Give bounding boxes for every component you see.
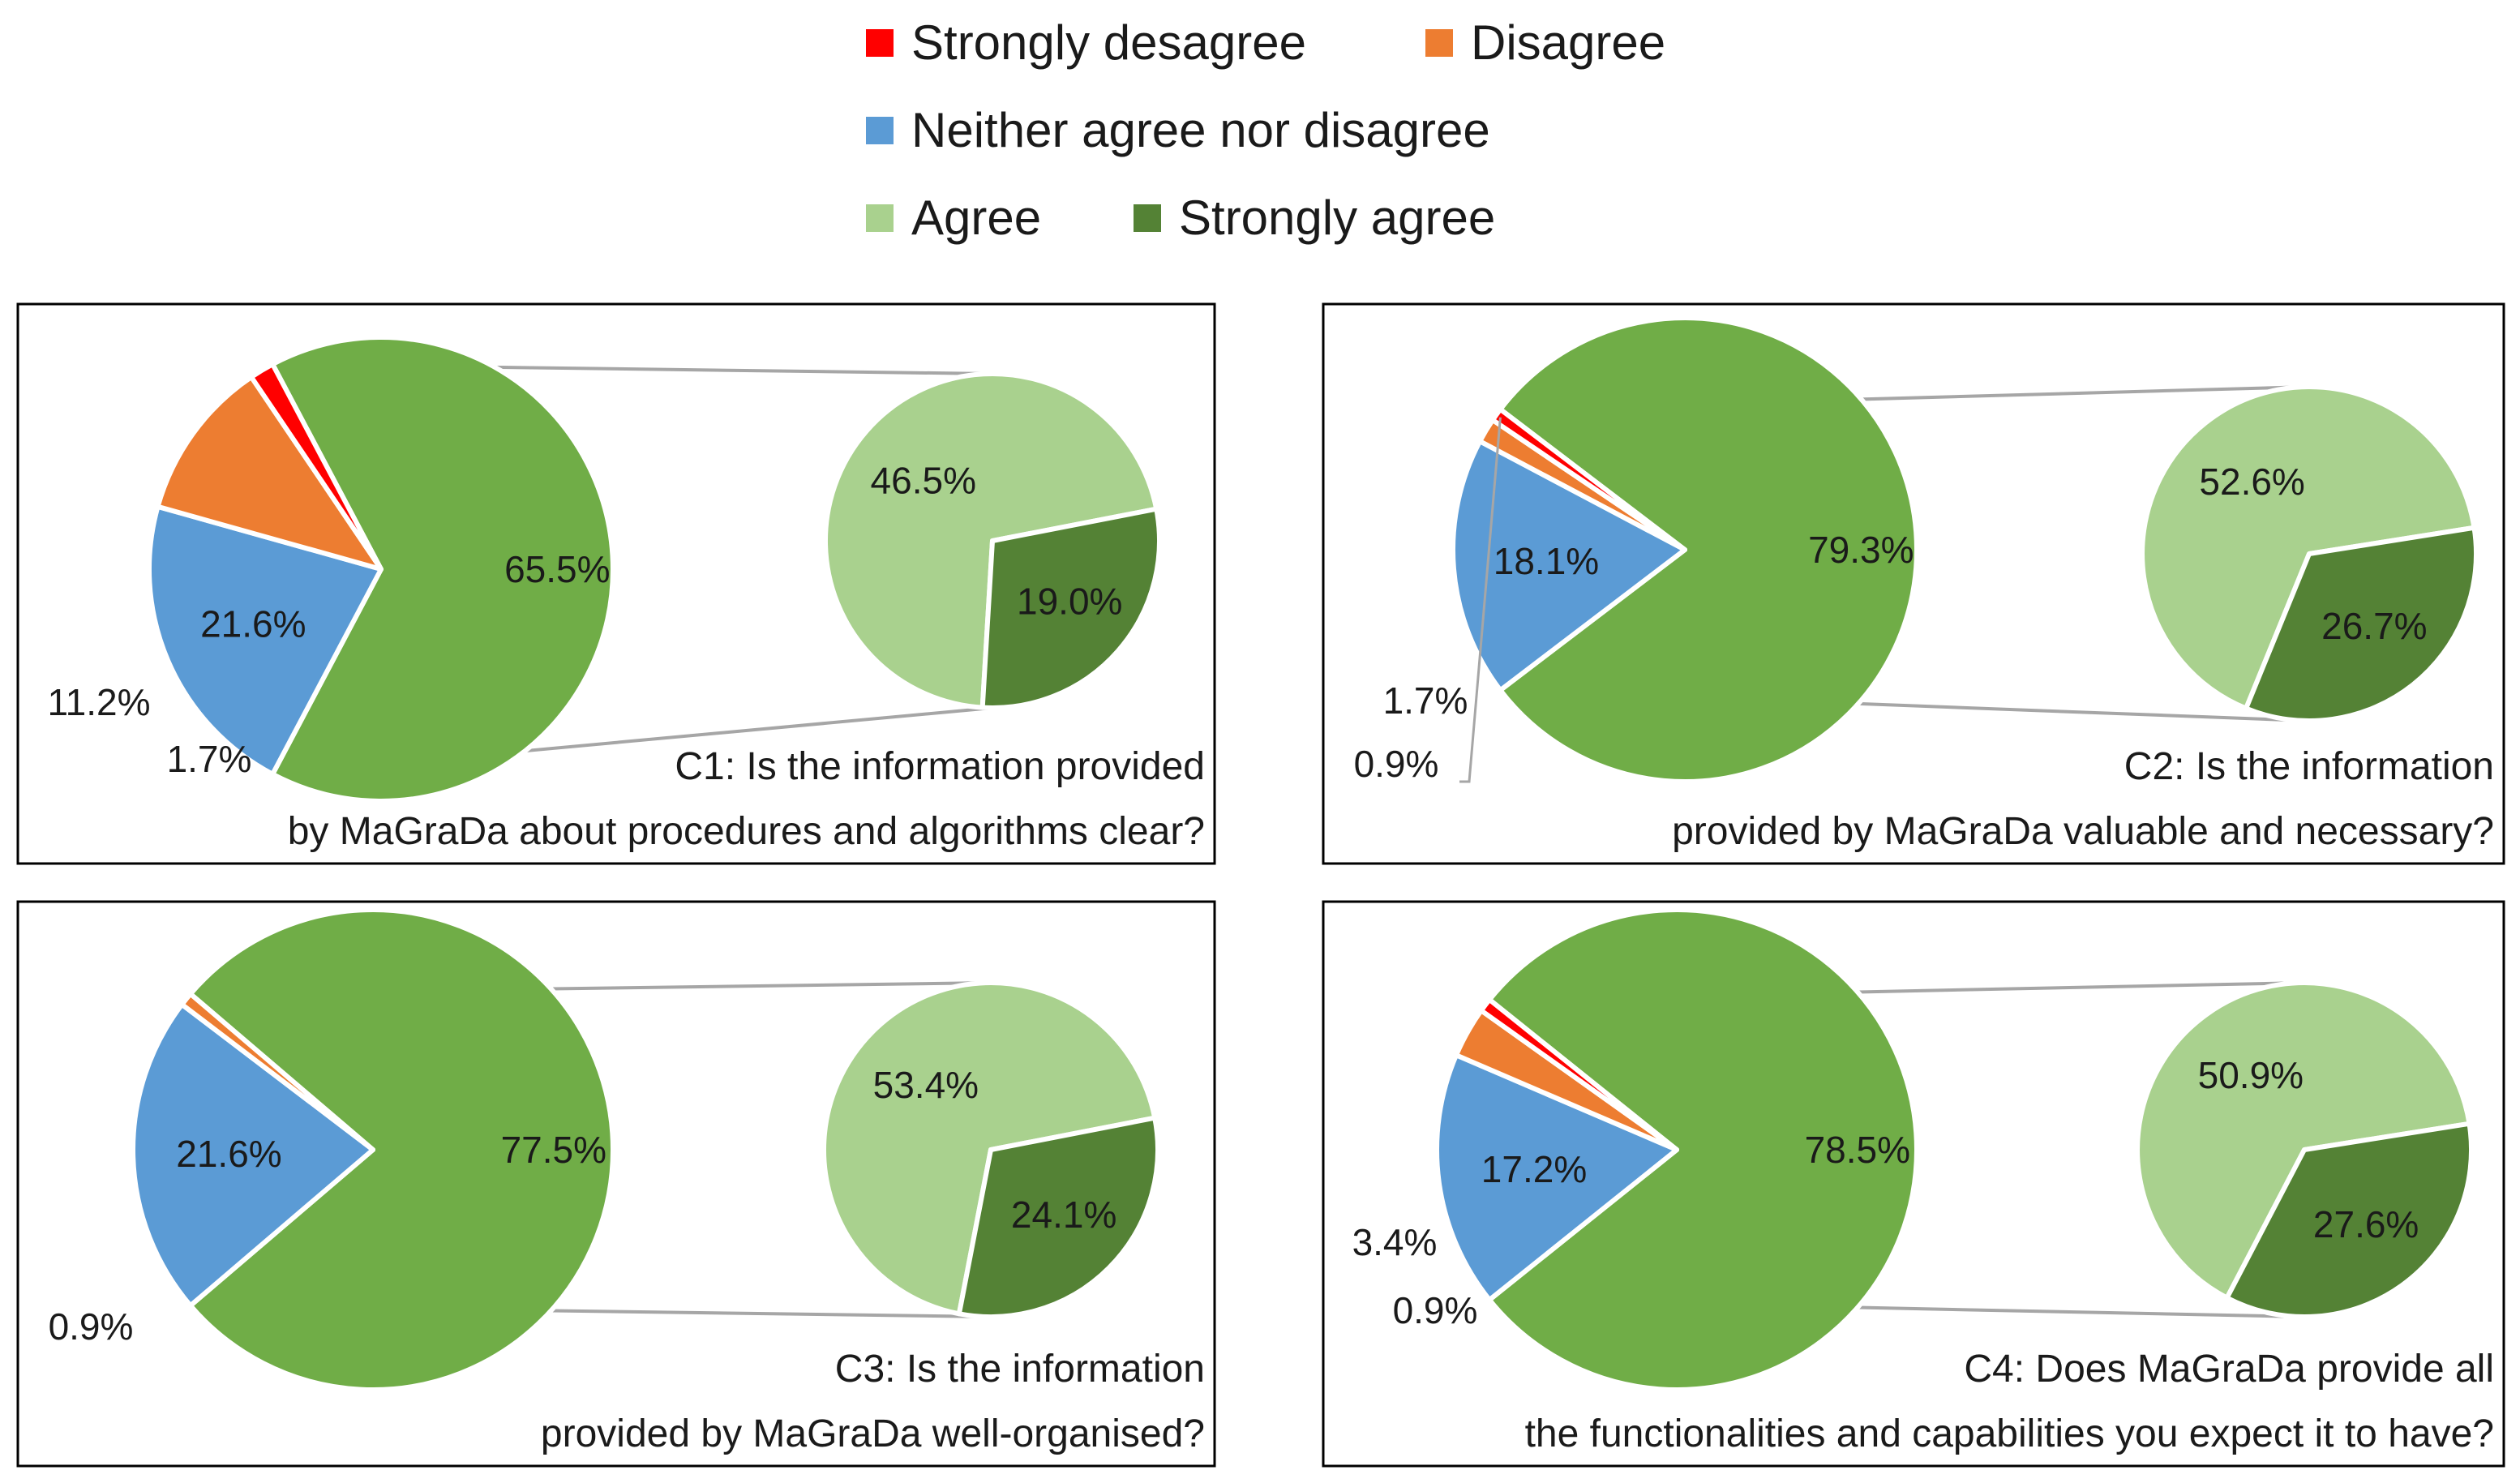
- chart-c1-sec-label-strongly-agree: 19.0%: [1017, 581, 1122, 623]
- chart-c3-slice-agree-total: [187, 907, 615, 1392]
- legend-item-disagree: Disagree: [1425, 15, 1665, 71]
- chart-c2-label-strongly-disagree: 0.9%: [1354, 743, 1439, 785]
- chart-c1-label-agree-total: 65.5%: [504, 548, 610, 590]
- chart-c1-label-strongly-disagree: 1.7%: [167, 738, 252, 780]
- chart-c4-label-neither: 17.2%: [1481, 1148, 1587, 1190]
- legend-swatch-strongly-agree: [1134, 204, 1161, 232]
- chart-c4-title-line-2: the functionalities and capabilities you…: [1525, 1412, 2494, 1455]
- chart-c3-title-line-2: provided by MaGraDa well-organised?: [541, 1412, 1205, 1455]
- chart-c2-title-line-2: provided by MaGraDa valuable and necessa…: [1672, 810, 2494, 853]
- chart-c2-leader-line: [1459, 417, 1502, 783]
- chart-c4-label-agree-total: 78.5%: [1805, 1129, 1910, 1171]
- chart-c1-slice-strongly-disagree: [249, 362, 384, 572]
- chart-c1-frame: [16, 302, 1216, 865]
- chart-c2-frame: [1322, 302, 2505, 865]
- chart-c3-slice-disagree: [179, 991, 375, 1152]
- legend-swatch-disagree: [1425, 28, 1453, 57]
- chart-c3-sec-label-strongly-agree: 24.1%: [1011, 1194, 1116, 1236]
- chart-c4-label-strongly-disagree: 0.9%: [1393, 1289, 1478, 1331]
- chart-c4-frame: [1322, 900, 2505, 1468]
- legend-swatch-strongly-disagree: [866, 28, 894, 57]
- legend-item-strongly-agree: Strongly agree: [1134, 190, 1495, 246]
- legend-label: Strongly agree: [1179, 191, 1496, 245]
- chart-c2-slice-neither: [1451, 439, 1687, 693]
- chart-c4-slice-neither: [1434, 1052, 1679, 1303]
- chart-c1-title-line-2: by MaGraDa about procedures and algorith…: [288, 810, 1205, 853]
- chart-c1-label-disagree: 11.2%: [47, 681, 150, 723]
- legend-item-neither: Neither agree nor disagree: [866, 102, 1490, 158]
- chart-c1-title-line-1: C1: Is the information provided: [675, 745, 1205, 788]
- chart-c3-sec-slice-strongly-agree: [956, 1115, 1160, 1320]
- legend-label: Agree: [911, 191, 1042, 245]
- chart-c2-title-line-1: C2: Is the information: [2124, 745, 2494, 788]
- chart-c3-sec-label-agree: 53.4%: [873, 1064, 979, 1106]
- chart-c2-sec-label-strongly-agree: 26.7%: [2321, 605, 2427, 647]
- chart-c1-slice-neither: [147, 504, 384, 777]
- legend-item-agree: Agree: [866, 190, 1041, 246]
- chart-c2-slice-agree-total: [1498, 315, 1919, 784]
- chart-c4-sec-label-agree: 50.9%: [2198, 1054, 2304, 1096]
- chart-c3-slice-neither: [131, 1001, 375, 1309]
- chart-c1-slice-disagree: [155, 375, 384, 572]
- legend-label: Neither agree nor disagree: [911, 103, 1490, 157]
- legend-label: Disagree: [1471, 15, 1666, 70]
- chart-c2-sec-label-agree: 52.6%: [2199, 461, 2304, 503]
- chart-c4-slice-agree-total: [1487, 907, 1919, 1392]
- chart-c1-label-neither: 21.6%: [200, 603, 306, 645]
- chart-c2-label-neither: 18.1%: [1494, 540, 1599, 582]
- chart-c3-label-agree-total: 77.5%: [501, 1129, 606, 1171]
- chart-c4-title-line-1: C4: Does MaGraDa provide all: [1964, 1348, 2494, 1391]
- chart-c4-slice-strongly-disagree: [1478, 997, 1679, 1152]
- chart-c3-label-disagree: 0.9%: [49, 1305, 134, 1348]
- legend-label: Strongly desagree: [911, 15, 1306, 70]
- legend-swatch-agree: [866, 204, 894, 232]
- chart-c3-frame: [16, 900, 1216, 1468]
- chart-c2-sec-slice-strongly-agree: [2244, 525, 2479, 723]
- chart-c1-sec-slice-strongly-agree: [979, 506, 1162, 710]
- chart-c2-label-disagree: 1.7%: [1383, 679, 1468, 722]
- chart-c4-sec-label-strongly-agree: 27.6%: [2313, 1203, 2419, 1245]
- legend-swatch-neither: [866, 116, 894, 144]
- chart-c1-slice-agree-total: [270, 335, 615, 804]
- chart-c3-label-neither: 21.6%: [176, 1133, 281, 1175]
- chart-c4-sec-slice-agree: [2135, 980, 2472, 1301]
- chart-c1-sec-label-agree: 46.5%: [871, 459, 976, 501]
- legend-item-strongly-disagree: Strongly desagree: [866, 15, 1306, 71]
- chart-c2-sec-slice-agree: [2140, 384, 2477, 711]
- chart-c2-label-agree-total: 79.3%: [1808, 529, 1914, 571]
- chart-c2-slice-strongly-disagree: [1490, 406, 1687, 552]
- chart-c4-label-disagree: 3.4%: [1352, 1221, 1438, 1263]
- legend: Strongly desagree Disagree Neither agree…: [0, 0, 2520, 268]
- chart-c4-sec-slice-strongly-agree: [2224, 1121, 2475, 1319]
- chart-c3-title-line-1: C3: Is the information: [835, 1348, 1205, 1391]
